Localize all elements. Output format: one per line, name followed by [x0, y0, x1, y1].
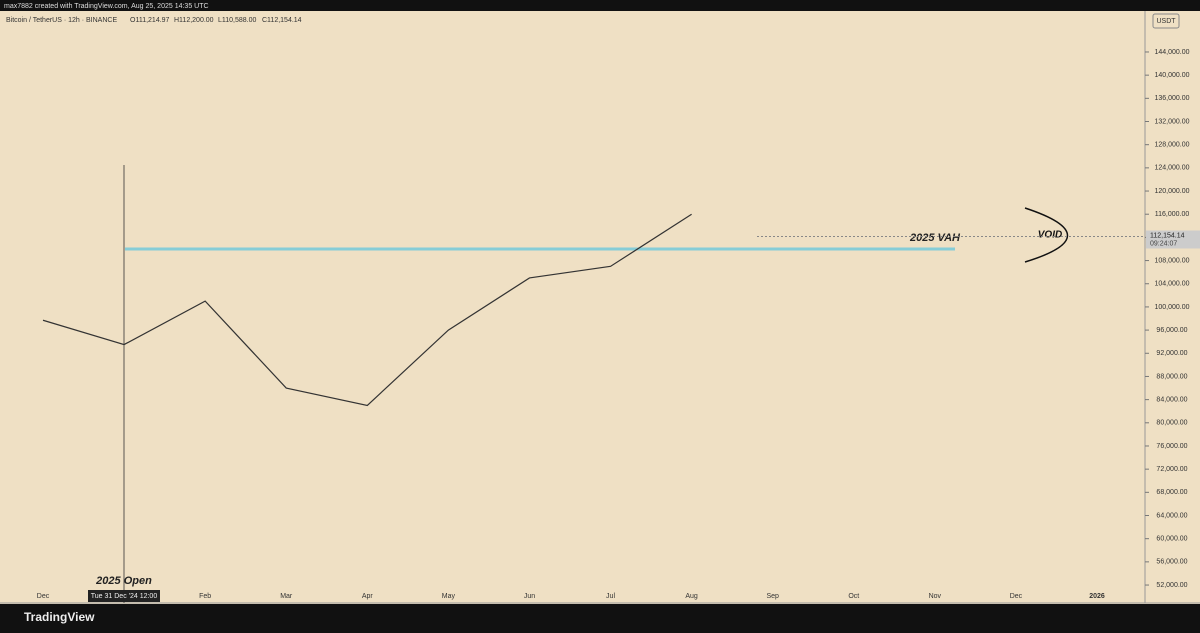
y-tick-label: 128,000.00	[1154, 142, 1189, 149]
open-label: 2025 Open	[95, 575, 152, 587]
y-tick-label: 124,000.00	[1154, 165, 1189, 172]
void-label: VOID	[1038, 230, 1062, 241]
y-tick-label: 88,000.00	[1156, 373, 1187, 380]
y-tick-label: 132,000.00	[1154, 118, 1189, 125]
last-price-label: 112,154.14	[1150, 232, 1185, 239]
y-tick-label: 92,000.00	[1156, 350, 1187, 357]
y-tick-label: 60,000.00	[1156, 536, 1187, 543]
x-tick-label: Aug	[685, 593, 698, 600]
header-bar	[0, 0, 1200, 11]
footer-bar	[0, 604, 1200, 633]
x-tick-label: Feb	[199, 593, 211, 600]
y-tick-label: 116,000.00	[1155, 211, 1190, 218]
crosshair-label: Tue 31 Dec '24 12:00	[91, 593, 158, 600]
x-tick-label: Oct	[848, 593, 859, 600]
vah-label: 2025 VAH	[909, 232, 961, 244]
footer-brand: TradingView	[24, 610, 95, 624]
y-tick-label: 140,000.00	[1154, 72, 1189, 79]
x-tick-label: 2026	[1089, 593, 1105, 600]
x-tick-label: Dec	[1010, 593, 1023, 600]
header-text: max7882 created with TradingView.com, Au…	[4, 3, 209, 10]
y-tick-label: 68,000.00	[1156, 489, 1187, 496]
last-price-box	[1146, 230, 1200, 249]
x-tick-label: Nov	[929, 593, 942, 600]
ohlc-value: O111,214.97	[130, 17, 170, 24]
ohlc-value: L110,588.00	[218, 17, 257, 24]
y-tick-label: 64,000.00	[1156, 512, 1187, 519]
y-tick-label: 72,000.00	[1156, 466, 1187, 473]
x-tick-label: May	[442, 593, 456, 600]
x-tick-label: Sep	[766, 593, 779, 600]
y-tick-label: 108,000.00	[1154, 257, 1189, 264]
y-tick-label: 80,000.00	[1156, 420, 1187, 427]
currency: USDT	[1156, 18, 1176, 25]
x-tick-label: Jul	[606, 593, 615, 600]
currency-box	[1152, 13, 1180, 29]
y-tick-label: 120,000.00	[1154, 188, 1189, 195]
ohlc-value: H112,200.00	[174, 17, 214, 24]
y-tick-label: 100,000.00	[1154, 304, 1189, 311]
void-bracket	[1024, 207, 1069, 263]
y-tick-label: 84,000.00	[1156, 396, 1187, 403]
x-tick-label: Apr	[362, 593, 374, 600]
y-tick-label: 96,000.00	[1156, 327, 1187, 334]
y-tick-label: 52,000.00	[1156, 582, 1187, 589]
x-tick-label: Mar	[280, 593, 293, 600]
chart-title: Bitcoin / TetherUS · 12h · BINANCE	[6, 17, 117, 24]
x-tick-label: Jun	[524, 593, 535, 600]
y-tick-label: 56,000.00	[1156, 559, 1187, 566]
x-tick-label: Dec	[37, 593, 50, 600]
crosshair-label-box	[88, 590, 160, 602]
ohlc-value: C112,154.14	[262, 17, 302, 24]
y-tick-label: 104,000.00	[1154, 281, 1189, 288]
price-line	[42, 213, 692, 407]
countdown-label: 09:24:07	[1150, 240, 1177, 247]
y-tick-label: 136,000.00	[1154, 95, 1189, 102]
y-tick-label: 76,000.00	[1156, 443, 1187, 450]
y-tick-label: 144,000.00	[1154, 49, 1189, 56]
